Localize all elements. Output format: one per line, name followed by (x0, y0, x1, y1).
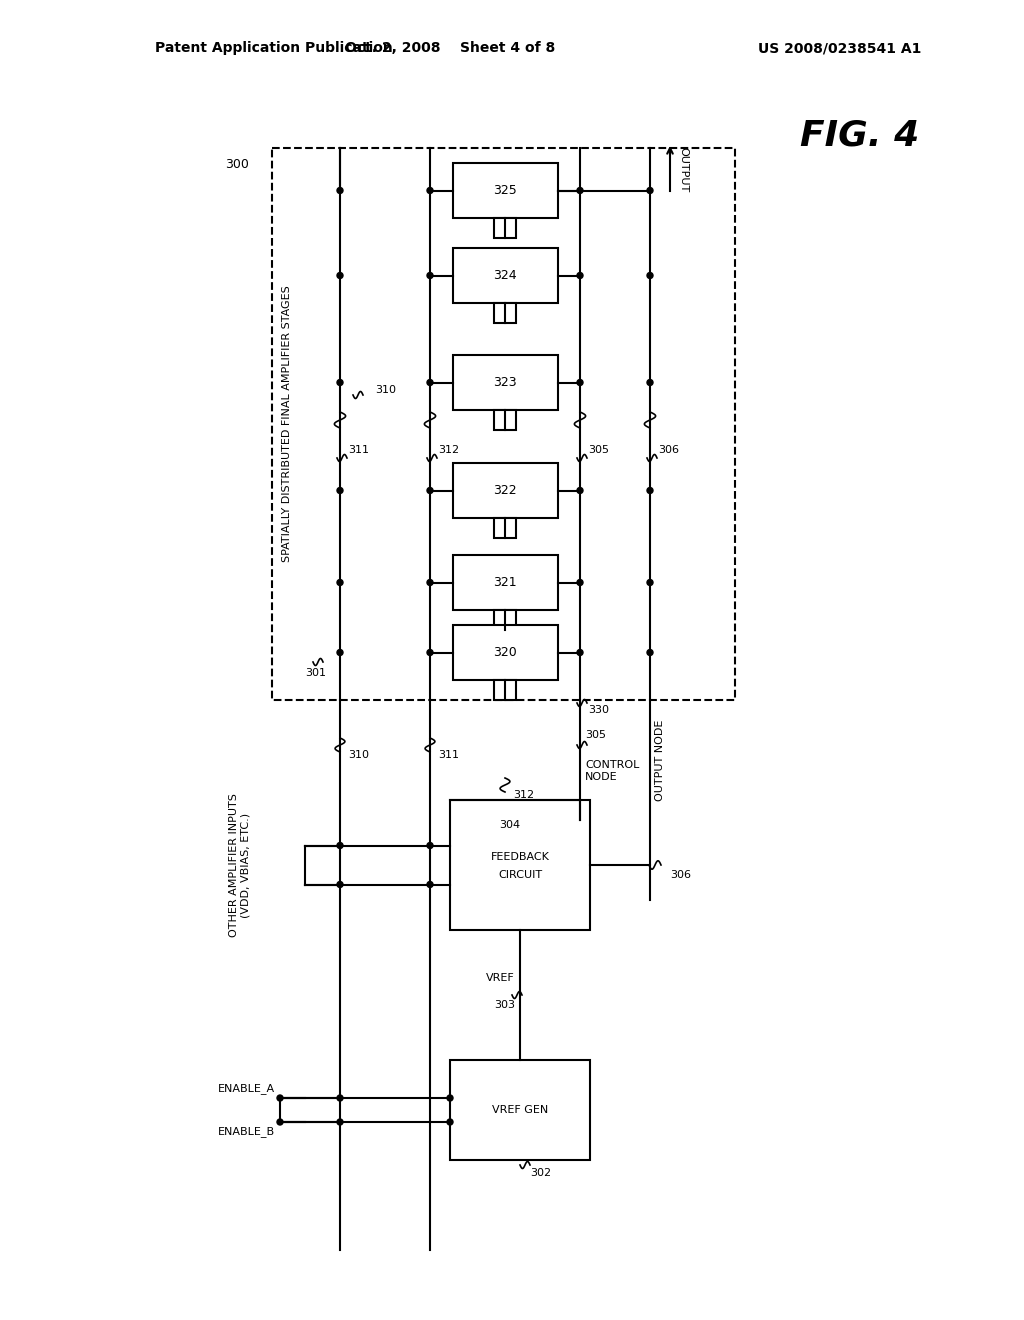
FancyBboxPatch shape (494, 680, 516, 700)
FancyBboxPatch shape (272, 148, 735, 700)
Circle shape (278, 1096, 283, 1101)
Circle shape (577, 187, 583, 194)
Text: Oct. 2, 2008    Sheet 4 of 8: Oct. 2, 2008 Sheet 4 of 8 (345, 41, 555, 55)
Circle shape (337, 579, 343, 586)
FancyBboxPatch shape (494, 610, 516, 630)
Text: 312: 312 (513, 789, 535, 800)
Circle shape (337, 1119, 343, 1125)
Circle shape (337, 1096, 343, 1101)
Circle shape (647, 579, 653, 586)
Text: 310: 310 (348, 750, 369, 760)
Circle shape (427, 649, 433, 656)
Text: CIRCUIT: CIRCUIT (498, 870, 542, 880)
Text: ENABLE_B: ENABLE_B (218, 1126, 275, 1137)
Text: 300: 300 (225, 158, 249, 172)
Text: 325: 325 (494, 183, 517, 197)
Circle shape (427, 882, 433, 887)
Text: 304: 304 (499, 820, 520, 830)
Circle shape (577, 487, 583, 494)
Circle shape (427, 272, 433, 279)
FancyBboxPatch shape (494, 304, 516, 323)
Circle shape (647, 380, 653, 385)
Text: 322: 322 (494, 484, 517, 498)
Text: VREF GEN: VREF GEN (492, 1105, 548, 1115)
FancyBboxPatch shape (494, 411, 516, 430)
Circle shape (337, 882, 343, 887)
Circle shape (577, 579, 583, 586)
Circle shape (647, 187, 653, 194)
Text: 302: 302 (530, 1168, 551, 1177)
Text: 306: 306 (670, 870, 691, 880)
Circle shape (337, 842, 343, 849)
Text: FIG. 4: FIG. 4 (801, 117, 920, 152)
Circle shape (447, 1096, 453, 1101)
FancyBboxPatch shape (450, 1060, 590, 1160)
Text: 306: 306 (658, 445, 679, 455)
FancyBboxPatch shape (450, 800, 590, 931)
Circle shape (427, 842, 433, 849)
FancyBboxPatch shape (453, 463, 558, 517)
Text: 311: 311 (438, 750, 459, 760)
Text: ENABLE_A: ENABLE_A (218, 1084, 275, 1094)
Text: 312: 312 (438, 445, 459, 455)
Text: 301: 301 (305, 668, 326, 678)
Text: 323: 323 (494, 376, 517, 389)
Text: OTHER AMPLIFIER INPUTS
(VDD, VBIAS, ETC.): OTHER AMPLIFIER INPUTS (VDD, VBIAS, ETC.… (229, 793, 251, 937)
Text: SPATIALLY DISTRIBUTED FINAL AMPLIFIER STAGES: SPATIALLY DISTRIBUTED FINAL AMPLIFIER ST… (282, 285, 292, 562)
Text: 305: 305 (585, 730, 606, 741)
Text: FEEDBACK: FEEDBACK (490, 851, 550, 862)
Circle shape (427, 579, 433, 586)
Text: OUTPUT: OUTPUT (678, 147, 688, 191)
Circle shape (577, 380, 583, 385)
Text: 305: 305 (588, 445, 609, 455)
FancyBboxPatch shape (494, 517, 516, 539)
Circle shape (577, 272, 583, 279)
Circle shape (337, 272, 343, 279)
Text: Patent Application Publication: Patent Application Publication (155, 41, 393, 55)
Circle shape (427, 187, 433, 194)
Circle shape (647, 487, 653, 494)
Text: CONTROL
NODE: CONTROL NODE (585, 760, 639, 781)
Text: VREF: VREF (486, 973, 515, 983)
Text: US 2008/0238541 A1: US 2008/0238541 A1 (759, 41, 922, 55)
Circle shape (337, 649, 343, 656)
FancyBboxPatch shape (494, 218, 516, 238)
Circle shape (427, 487, 433, 494)
Text: 310: 310 (375, 385, 396, 395)
Text: 324: 324 (494, 269, 517, 282)
Text: 321: 321 (494, 576, 517, 589)
Circle shape (577, 649, 583, 656)
Text: 303: 303 (494, 1001, 515, 1010)
Text: 330: 330 (588, 705, 609, 715)
Circle shape (427, 380, 433, 385)
FancyBboxPatch shape (453, 355, 558, 411)
Text: 320: 320 (494, 645, 517, 659)
Circle shape (278, 1119, 283, 1125)
Circle shape (337, 487, 343, 494)
FancyBboxPatch shape (453, 554, 558, 610)
Text: 311: 311 (348, 445, 369, 455)
Circle shape (647, 272, 653, 279)
Circle shape (647, 649, 653, 656)
Circle shape (337, 187, 343, 194)
FancyBboxPatch shape (453, 162, 558, 218)
FancyBboxPatch shape (453, 248, 558, 304)
Text: OUTPUT NODE: OUTPUT NODE (655, 719, 665, 801)
Circle shape (447, 1119, 453, 1125)
Circle shape (337, 380, 343, 385)
FancyBboxPatch shape (453, 624, 558, 680)
